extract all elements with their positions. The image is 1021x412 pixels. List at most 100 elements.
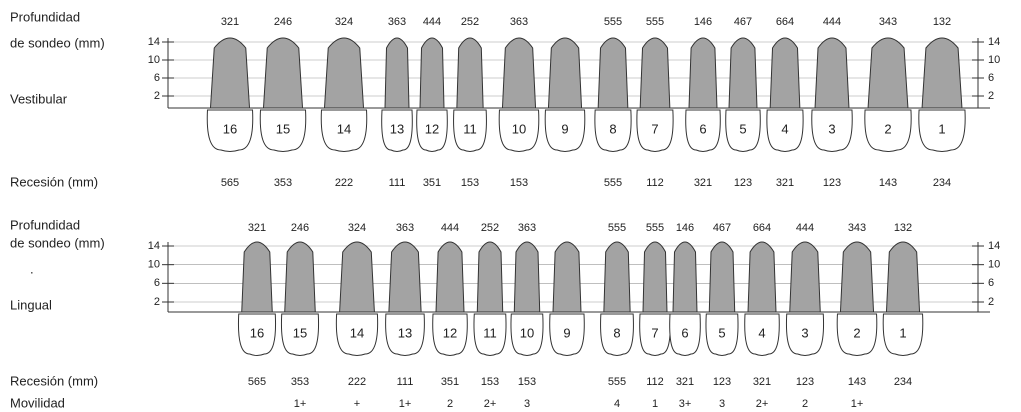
tick-label: 14 — [988, 240, 1000, 252]
tooth-number: 7 — [651, 121, 658, 136]
recession-value: 234 — [894, 376, 912, 388]
tooth-number: 13 — [390, 121, 404, 136]
tooth-number: 12 — [425, 121, 439, 136]
probing-value: 324 — [348, 222, 366, 234]
mobility-value: 1+ — [294, 398, 307, 410]
probing-value: 252 — [481, 222, 499, 234]
tooth-number: 3 — [828, 121, 835, 136]
tooth-root — [598, 38, 628, 108]
mobility-value: 1+ — [399, 398, 412, 410]
tick-label: 2 — [154, 296, 160, 308]
mobility-value: 1+ — [851, 398, 864, 410]
tooth-root — [457, 38, 483, 108]
probing-value: 321 — [221, 16, 239, 28]
recession-value: 351 — [423, 177, 441, 189]
probing-value: 555 — [646, 16, 664, 28]
recession-label: Recesión (mm) — [10, 373, 98, 388]
tick-label: 10 — [148, 54, 160, 66]
tooth-root — [790, 242, 821, 312]
recession-value: 153 — [461, 177, 479, 189]
tooth-root — [420, 38, 444, 108]
probing-value: 555 — [604, 16, 622, 28]
probing-value: 146 — [694, 16, 712, 28]
tick-label: 2 — [154, 90, 160, 102]
probing-value: 664 — [776, 16, 794, 28]
tooth-number: 2 — [853, 325, 860, 340]
tooth-root — [729, 38, 757, 108]
side-label: Vestibular — [10, 91, 68, 106]
tick-label: 14 — [148, 240, 160, 252]
tooth-root — [436, 242, 464, 312]
tick-label: 2 — [988, 296, 994, 308]
probing-value: 467 — [734, 16, 752, 28]
probing-label: de sondeo (mm) — [10, 235, 105, 250]
recession-value: 565 — [248, 376, 266, 388]
tooth-root — [709, 242, 734, 312]
probing-value: 321 — [248, 222, 266, 234]
probing-value: 664 — [753, 222, 771, 234]
tick-label: 10 — [988, 54, 1000, 66]
tooth-root — [263, 38, 302, 108]
recession-value: 321 — [753, 376, 771, 388]
tooth-number: 16 — [250, 325, 264, 340]
recession-value: 321 — [676, 376, 694, 388]
tooth-number: 12 — [443, 325, 457, 340]
recession-value: 222 — [335, 177, 353, 189]
tooth-number: 4 — [758, 325, 765, 340]
mobility-value: 2 — [447, 398, 453, 410]
tooth-number: 4 — [781, 121, 788, 136]
probing-value: 363 — [388, 16, 406, 28]
tooth-number: 1 — [938, 121, 945, 136]
tooth-root — [548, 38, 581, 108]
recession-value: 555 — [604, 177, 622, 189]
tooth-root — [673, 242, 697, 312]
probing-value: 555 — [646, 222, 664, 234]
tooth-number: 11 — [483, 325, 497, 340]
tooth-root — [643, 242, 667, 312]
tooth-root — [922, 38, 962, 108]
mobility-value: 2 — [802, 398, 808, 410]
probing-label: Profundidad — [10, 217, 80, 232]
recession-value: 153 — [510, 177, 528, 189]
tooth-root — [385, 38, 409, 108]
recession-label: Recesión (mm) — [10, 174, 98, 189]
probing-value: 343 — [879, 16, 897, 28]
tooth-number: 10 — [520, 325, 534, 340]
tooth-root — [210, 38, 249, 108]
probing-value: 555 — [608, 222, 626, 234]
tick-label: 6 — [988, 277, 994, 289]
tooth-number: 14 — [337, 121, 351, 136]
recession-value: 565 — [221, 177, 239, 189]
tooth-root — [285, 242, 316, 312]
probing-value: 246 — [291, 222, 309, 234]
recession-value: 123 — [796, 376, 814, 388]
recession-value: 321 — [694, 177, 712, 189]
tooth-number: 16 — [223, 121, 237, 136]
probing-value: 444 — [796, 222, 814, 234]
tick-label: 6 — [988, 72, 994, 84]
recession-value: 353 — [291, 376, 309, 388]
probing-value: 467 — [713, 222, 731, 234]
tooth-root — [886, 242, 919, 312]
recession-value: 112 — [646, 376, 664, 388]
tooth-number: 8 — [613, 325, 620, 340]
tooth-root — [477, 242, 502, 312]
mobility-value: 3 — [524, 398, 530, 410]
recession-value: 123 — [823, 177, 841, 189]
tick-label: 6 — [154, 72, 160, 84]
recession-value: 351 — [441, 376, 459, 388]
tooth-root — [815, 38, 849, 108]
tooth-number: 5 — [718, 325, 725, 340]
recession-value: 234 — [933, 177, 951, 189]
recession-value: 153 — [518, 376, 536, 388]
recession-value: 123 — [713, 376, 731, 388]
tooth-number: 8 — [609, 121, 616, 136]
probing-value: 444 — [441, 222, 459, 234]
tooth-root — [770, 38, 800, 108]
recession-value: 222 — [348, 376, 366, 388]
recession-value: 111 — [397, 376, 414, 388]
tick-label: 2 — [988, 90, 994, 102]
recession-value: 321 — [776, 177, 794, 189]
tick-label: 6 — [154, 277, 160, 289]
tooth-number: 1 — [899, 325, 906, 340]
